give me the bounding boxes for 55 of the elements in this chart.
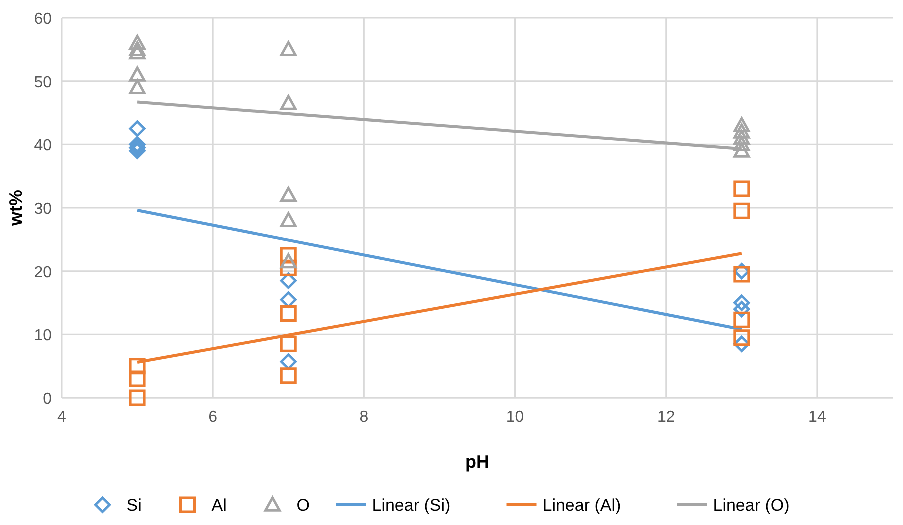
point — [129, 370, 146, 388]
y-tick-label: 30 — [34, 201, 52, 218]
legend-label: Linear (Si) — [372, 496, 451, 515]
legend-label: O — [296, 496, 310, 515]
x-tick-label: 14 — [808, 409, 826, 426]
point — [734, 130, 750, 146]
point — [280, 187, 297, 202]
y-tick-label: 20 — [34, 264, 52, 282]
y-axis-title: wt% — [6, 190, 26, 227]
point — [280, 292, 297, 308]
legend-label: Si — [126, 496, 142, 515]
legend-label: Al — [212, 496, 227, 515]
point — [129, 79, 146, 95]
point — [129, 35, 146, 50]
point — [129, 136, 146, 153]
y-tick-label: 10 — [34, 328, 52, 345]
point — [734, 312, 750, 328]
legend-label: Linear (O) — [713, 496, 790, 515]
point — [280, 368, 297, 384]
point — [129, 390, 146, 406]
x-axis-title: pH — [466, 452, 490, 472]
point — [280, 212, 297, 228]
point — [280, 354, 297, 370]
point — [129, 120, 146, 138]
x-tick-label: 4 — [58, 409, 67, 426]
point — [734, 142, 750, 158]
point — [129, 358, 146, 375]
point — [734, 294, 750, 312]
point — [734, 117, 750, 133]
point — [280, 254, 297, 269]
point — [280, 306, 297, 322]
point — [280, 41, 297, 57]
point — [734, 266, 750, 283]
y-tick-label: 60 — [34, 11, 52, 28]
point — [734, 180, 750, 198]
point — [280, 247, 297, 264]
point — [129, 44, 146, 60]
point — [129, 66, 146, 82]
point — [129, 140, 146, 156]
legend-label: Linear (Al) — [542, 496, 622, 515]
point — [734, 330, 750, 346]
point — [734, 124, 750, 139]
y-tick-label: 0 — [43, 391, 52, 408]
point — [280, 95, 297, 110]
x-tick-label: 8 — [360, 409, 369, 426]
y-tick-label: 50 — [34, 74, 52, 92]
x-tick-label: 10 — [506, 409, 524, 426]
y-tick-label: 40 — [34, 138, 52, 155]
x-tick-label: 6 — [208, 409, 218, 426]
point — [129, 41, 146, 57]
point — [129, 142, 146, 160]
point — [734, 202, 750, 220]
point — [734, 136, 750, 152]
x-tick-label: 12 — [657, 409, 676, 426]
point — [280, 336, 297, 352]
